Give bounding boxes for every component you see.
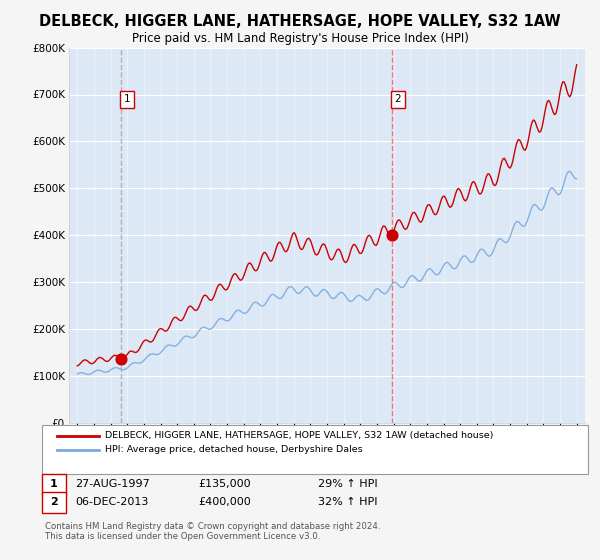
Text: 06-DEC-2013: 06-DEC-2013 <box>75 497 148 507</box>
Text: 1: 1 <box>50 479 58 489</box>
Text: 27-AUG-1997: 27-AUG-1997 <box>75 479 150 489</box>
Text: DELBECK, HIGGER LANE, HATHERSAGE, HOPE VALLEY, S32 1AW: DELBECK, HIGGER LANE, HATHERSAGE, HOPE V… <box>39 14 561 29</box>
Point <box>116 355 126 364</box>
Text: DELBECK, HIGGER LANE, HATHERSAGE, HOPE VALLEY, S32 1AW (detached house): DELBECK, HIGGER LANE, HATHERSAGE, HOPE V… <box>105 431 493 440</box>
Text: 32% ↑ HPI: 32% ↑ HPI <box>318 497 377 507</box>
Text: £135,000: £135,000 <box>198 479 251 489</box>
Text: 29% ↑ HPI: 29% ↑ HPI <box>318 479 377 489</box>
Text: 2: 2 <box>50 497 58 507</box>
Text: Contains HM Land Registry data © Crown copyright and database right 2024.
This d: Contains HM Land Registry data © Crown c… <box>45 522 380 542</box>
Text: HPI: Average price, detached house, Derbyshire Dales: HPI: Average price, detached house, Derb… <box>105 445 362 454</box>
Point <box>388 231 397 240</box>
Text: £400,000: £400,000 <box>198 497 251 507</box>
Text: 2: 2 <box>395 94 401 104</box>
Text: 1: 1 <box>124 94 131 104</box>
Text: Price paid vs. HM Land Registry's House Price Index (HPI): Price paid vs. HM Land Registry's House … <box>131 32 469 45</box>
